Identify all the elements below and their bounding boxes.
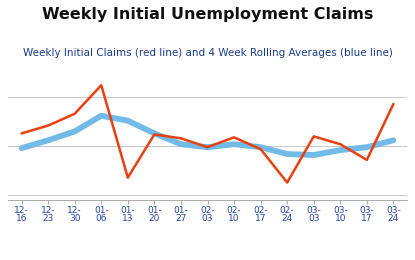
- Text: Weekly Initial Claims (red line) and 4 Week Rolling Averages (blue line): Weekly Initial Claims (red line) and 4 W…: [22, 48, 393, 58]
- Text: Weekly Initial Unemployment Claims: Weekly Initial Unemployment Claims: [42, 6, 373, 22]
